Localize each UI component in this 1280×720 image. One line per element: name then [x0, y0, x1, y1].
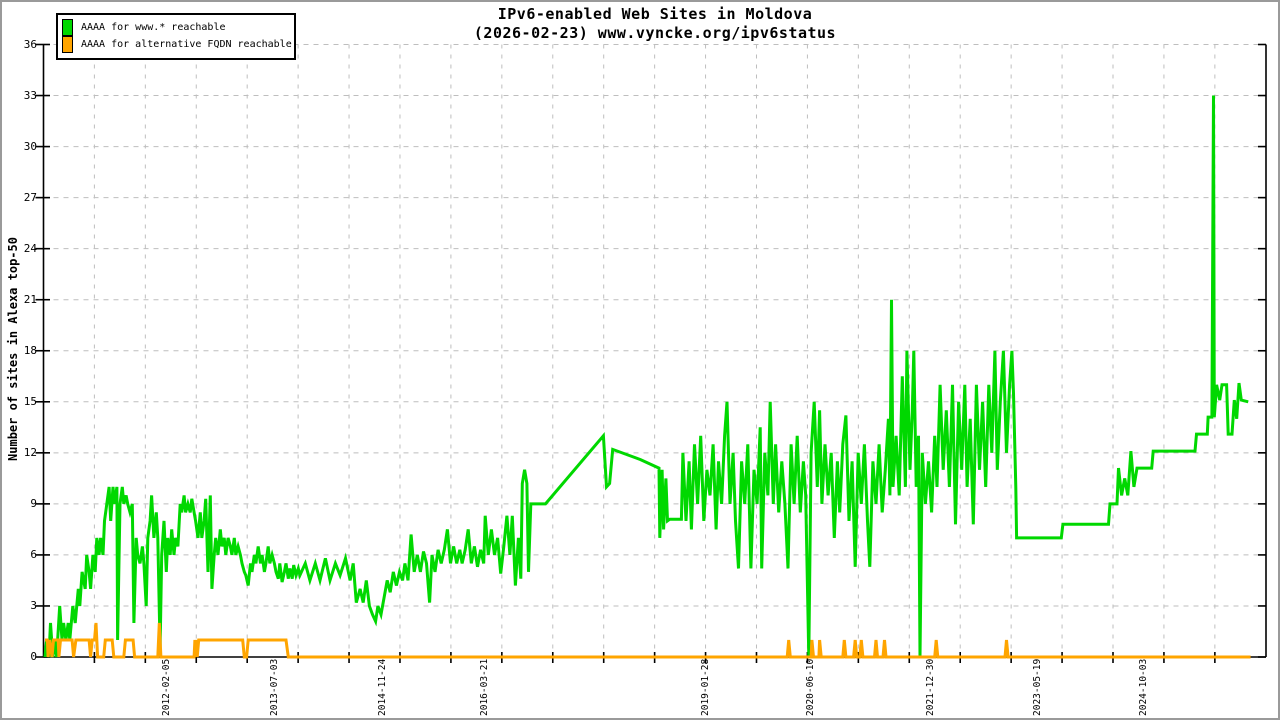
x-tick-label: 2023-05-19 [1031, 658, 1043, 716]
y-tick-label: 27 [23, 190, 37, 204]
x-tick-label: 2020-06-10 [804, 658, 816, 716]
legend-color-swatch-icon [62, 36, 73, 53]
y-tick-label: 15 [23, 394, 37, 408]
y-tick-label: 30 [23, 139, 37, 153]
x-tick-label: 2012-02-05 [160, 658, 172, 716]
y-tick-label: 9 [30, 496, 37, 510]
x-tick-label: 2019-01-28 [699, 658, 711, 716]
legend-item: AAAA for alternative FQDN reachable [62, 36, 292, 53]
y-tick-label: 21 [23, 292, 37, 306]
y-tick-label: 24 [23, 241, 37, 255]
legend-item: AAAA for www.* reachable [62, 19, 288, 36]
y-tick-label: 6 [30, 547, 37, 561]
y-tick-label: 12 [23, 445, 37, 459]
legend-item-label: AAAA for www.* reachable [81, 22, 226, 33]
series-line-www [43, 95, 1249, 658]
legend-color-swatch-icon [62, 19, 73, 36]
x-tick-label: 2016-03-21 [478, 658, 490, 716]
y-tick-label: 3 [30, 598, 37, 612]
y-tick-label: 0 [30, 650, 37, 663]
legend: AAAA for www.* reachable AAAA for alterna… [56, 13, 296, 60]
x-tick-label: 2021-12-30 [924, 658, 936, 716]
chart-title: IPv6-enabled Web Sites in Moldova [497, 5, 813, 23]
x-tick-label: 2013-07-03 [268, 658, 280, 716]
y-tick-label: 18 [23, 343, 37, 357]
x-tick-label: 2014-11-24 [377, 658, 389, 716]
y-tick-label: 36 [23, 37, 37, 51]
x-tick-label: 2024-10-03 [1138, 658, 1150, 716]
y-tick-label: 33 [23, 88, 37, 102]
legend-item-label: AAAA for alternative FQDN reachable [81, 39, 292, 50]
series-line-alternative-fqdn [45, 622, 1251, 659]
chart-subtitle: (2026-02-23) www.vyncke.org/ipv6status [473, 24, 837, 42]
